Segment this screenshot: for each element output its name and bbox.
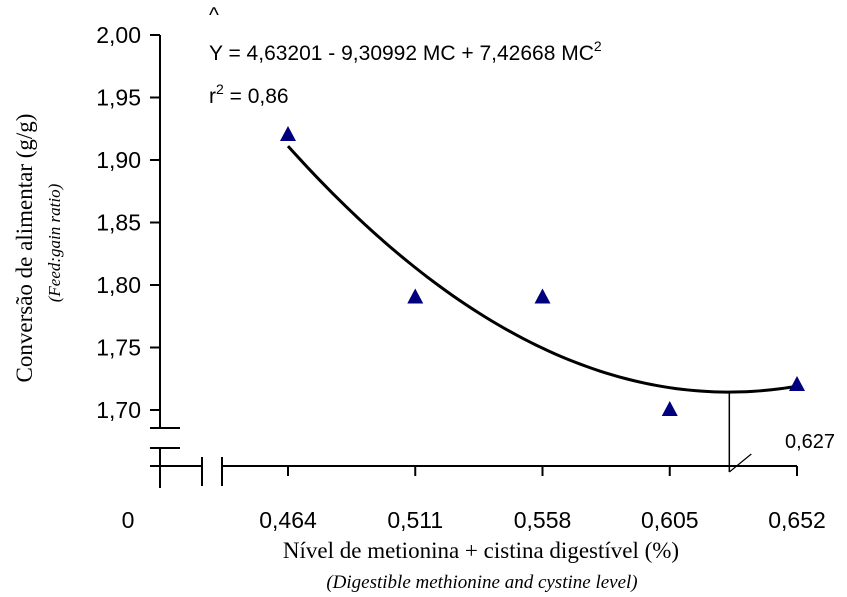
y-tick-label: 1,85 bbox=[96, 210, 141, 236]
equation-hat: ^ bbox=[209, 4, 219, 27]
r-squared: r2 = 0,86 bbox=[209, 81, 289, 108]
equation-body: Y = 4,63201 - 9,30992 MC + 7,42668 MC bbox=[209, 42, 594, 65]
x-tick-label: 0,464 bbox=[259, 507, 317, 533]
y-tick-label: 1,90 bbox=[96, 147, 141, 173]
data-points bbox=[280, 126, 805, 416]
y-tick-label: 1,80 bbox=[96, 272, 141, 298]
r-squared-superscript: 2 bbox=[216, 81, 224, 97]
y-tick-label: 2,00 bbox=[96, 22, 141, 48]
regression-equation: Y = 4,63201 - 9,30992 MC + 7,42668 MC2 bbox=[209, 38, 602, 65]
data-point-marker bbox=[789, 376, 805, 391]
y-tick-label: 1,75 bbox=[96, 335, 141, 361]
r-squared-prefix: r bbox=[209, 85, 216, 108]
x-tick-label-zero: 0 bbox=[122, 507, 135, 533]
equation-superscript: 2 bbox=[594, 38, 602, 54]
x-tick-label: 0,605 bbox=[641, 507, 699, 533]
data-point-marker bbox=[534, 288, 551, 304]
data-point-marker bbox=[280, 126, 296, 141]
y-axis-title: Conversão de alimentar (g/g) bbox=[12, 114, 37, 383]
y-tick-label: 1,70 bbox=[96, 397, 141, 423]
x-tick-label: 0,558 bbox=[514, 507, 572, 533]
x-ticks: 0,464 0,511 0,558 0,605 0,652 bbox=[259, 466, 826, 533]
optimum-leader-line bbox=[728, 453, 752, 473]
y-tick-label: 1,95 bbox=[96, 85, 141, 111]
x-tick-label: 0,652 bbox=[768, 507, 826, 533]
y-ticks: 1,70 1,75 1,80 1,85 1,90 1,95 2,00 bbox=[96, 22, 160, 423]
x-tick-label: 0,511 bbox=[387, 507, 443, 533]
optimum-label: 0,627 bbox=[785, 431, 835, 453]
x-axis-subtitle: (Digestible methionine and cystine level… bbox=[326, 572, 637, 593]
fit-curve bbox=[286, 145, 798, 394]
x-axis-title: Nível de metionina + cistina digestível … bbox=[283, 538, 679, 563]
y-axis-subtitle: (Feed:gain ratio) bbox=[45, 183, 64, 302]
data-point-marker bbox=[661, 401, 678, 416]
r-squared-value: = 0,86 bbox=[224, 85, 289, 108]
data-point-marker bbox=[407, 288, 424, 304]
